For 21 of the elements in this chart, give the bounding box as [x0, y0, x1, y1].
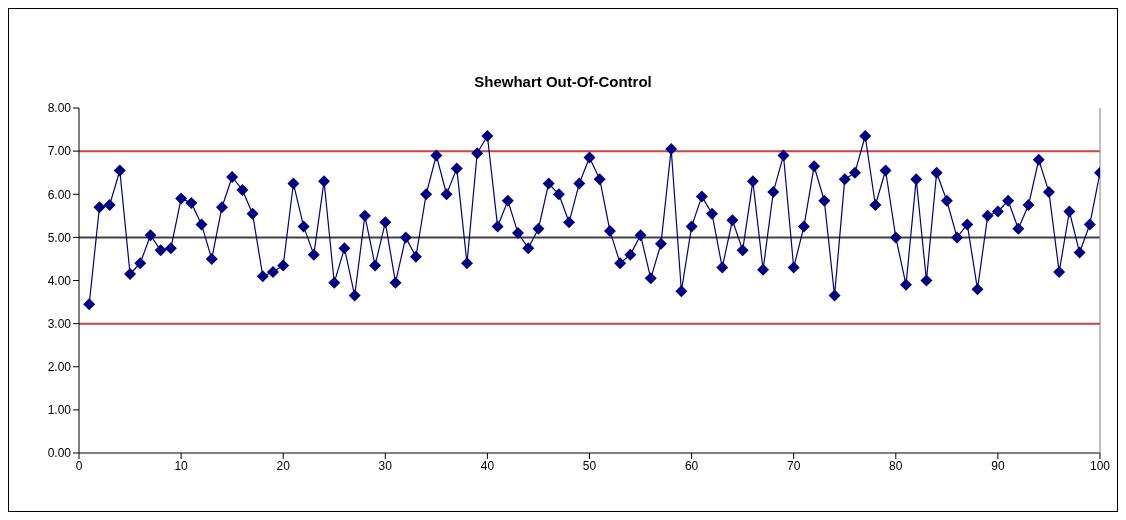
x-tick-label: 70 [787, 458, 801, 473]
y-tick-label: 4.00 [47, 273, 72, 288]
x-tick-label: 50 [582, 458, 597, 473]
y-tick-label: 0.00 [47, 446, 72, 461]
x-tick-label: 100 [1089, 458, 1111, 473]
x-tick-label: 30 [378, 458, 393, 473]
x-tick-label: 10 [174, 458, 189, 473]
y-tick-label: 5.00 [47, 230, 72, 245]
y-tick-label: 7.00 [47, 144, 72, 159]
y-tick-label: 6.00 [47, 187, 72, 202]
y-tick-label: 2.00 [47, 360, 72, 375]
x-tick-label: 40 [480, 458, 495, 473]
chart-title: Shewhart Out-Of-Control [473, 73, 653, 90]
y-tick-label: 3.00 [47, 316, 72, 331]
x-tick-label: 90 [991, 458, 1005, 473]
y-tick-label: 8.00 [47, 101, 72, 116]
x-tick-label: 60 [684, 458, 699, 473]
x-tick-label: 80 [889, 458, 903, 473]
y-tick-label: 1.00 [47, 403, 72, 418]
x-tick-label: 0 [75, 458, 83, 473]
x-tick-label: 20 [276, 458, 291, 473]
